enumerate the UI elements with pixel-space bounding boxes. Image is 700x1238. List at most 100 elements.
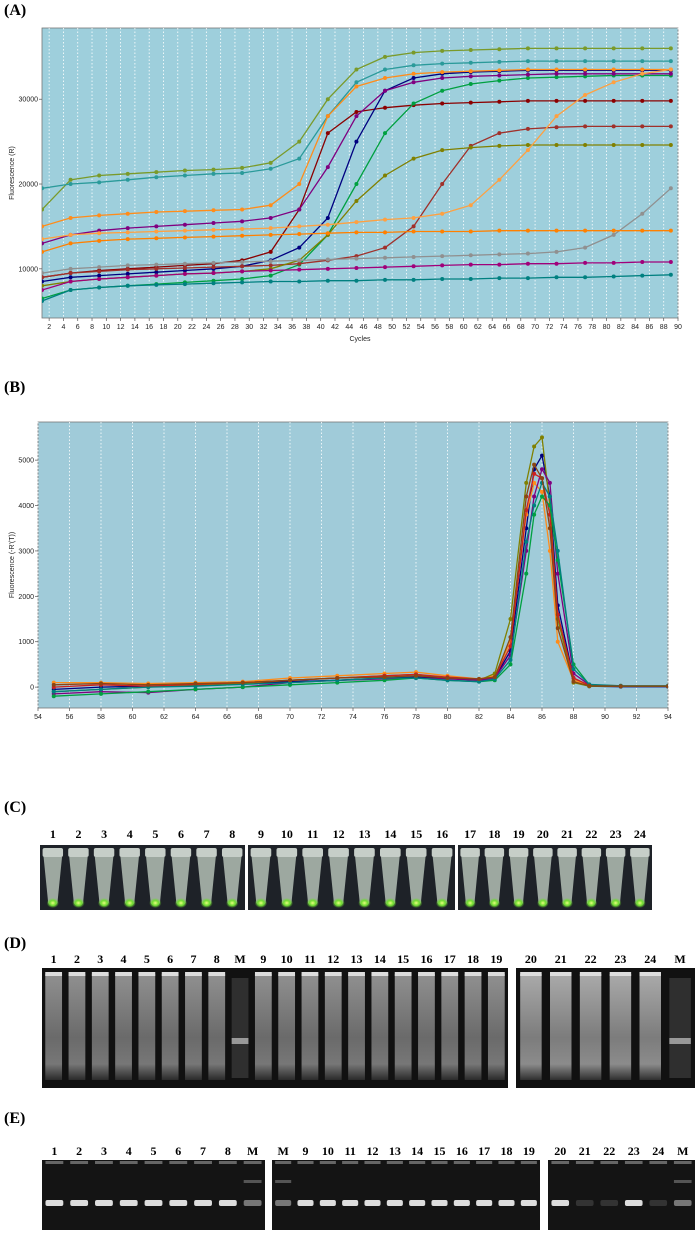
data-point [440, 48, 445, 53]
data-point [508, 635, 513, 640]
gel-well [169, 1161, 188, 1164]
data-point [42, 275, 44, 280]
photo [42, 968, 508, 1088]
gel-band [243, 1200, 262, 1206]
data-point [525, 98, 530, 103]
data-point [325, 278, 330, 283]
gel-well [487, 972, 505, 976]
y-tick-label: 4000 [18, 503, 34, 510]
lane-label: 9 [260, 952, 266, 966]
x-tick-label: 86 [646, 324, 654, 331]
x-tick-label: 18 [160, 324, 168, 331]
fluorescence [561, 898, 573, 908]
tube-cap [533, 848, 553, 857]
x-tick-label: 76 [574, 324, 582, 331]
data-point [97, 276, 102, 281]
data-point [268, 249, 273, 254]
gel-lane [639, 974, 661, 1080]
gel-lane [324, 974, 342, 1080]
data-point [354, 198, 359, 203]
data-point [440, 211, 445, 216]
lane-label: 12 [367, 1144, 379, 1158]
data-point [440, 101, 445, 106]
data-point [325, 97, 330, 102]
gel-well [194, 1161, 212, 1164]
lane-label: 6 [175, 1144, 181, 1158]
data-point [182, 222, 187, 227]
gel-band [364, 1200, 381, 1206]
data-point [97, 180, 102, 185]
data-point [440, 182, 445, 187]
tube-cap [276, 848, 298, 857]
data-point [383, 217, 388, 222]
gel-well [394, 972, 412, 976]
data-point [125, 226, 130, 231]
data-point [468, 81, 473, 86]
lane-label: 10 [281, 952, 293, 966]
tube [380, 857, 400, 906]
data-point [297, 261, 302, 266]
lane-label: 3 [101, 1144, 107, 1158]
gel-well [45, 1161, 64, 1164]
data-point [611, 260, 616, 265]
lane-label: 9 [258, 827, 264, 841]
data-point [42, 288, 44, 293]
gel-band [243, 1180, 262, 1183]
data-point [554, 75, 559, 80]
data-point [540, 494, 544, 499]
fluorescence [384, 898, 397, 908]
data-point [497, 262, 502, 267]
data-point [297, 139, 302, 144]
data-point [154, 270, 159, 275]
data-point [268, 268, 273, 273]
data-point [611, 46, 616, 51]
data-point [68, 279, 73, 284]
lane-label: M [278, 1144, 289, 1158]
tube [120, 857, 139, 906]
lane-label: 13 [351, 952, 363, 966]
gel-lane [464, 974, 482, 1080]
lane-label: 10 [322, 1144, 334, 1158]
x-tick-label: 16 [145, 324, 153, 331]
tube-cap [250, 848, 272, 857]
data-point [508, 657, 513, 662]
x-tick-label: 80 [603, 324, 611, 331]
gel-band [673, 1180, 692, 1183]
data-point [211, 265, 216, 270]
data-point [182, 168, 187, 173]
tube [329, 857, 348, 906]
gel-band [476, 1200, 493, 1206]
gel-band [95, 1200, 113, 1206]
data-point [68, 288, 73, 293]
data-point [554, 46, 559, 51]
data-point [468, 276, 473, 281]
data-point [354, 139, 359, 144]
data-point [411, 101, 416, 106]
data-point [508, 617, 513, 622]
data-point [411, 224, 416, 229]
tube [432, 857, 452, 906]
x-tick-label: 66 [223, 714, 231, 721]
x-tick-label: 30 [245, 324, 253, 331]
tube [222, 857, 242, 906]
data-point [125, 275, 130, 280]
data-point [583, 143, 588, 148]
data-point [611, 98, 616, 103]
data-point [42, 283, 44, 288]
data-point [297, 245, 302, 250]
data-point [240, 680, 245, 685]
fluorescence [72, 898, 85, 908]
lane-label: 20 [525, 952, 537, 966]
x-tick-label: 80 [444, 714, 452, 721]
x-tick-label: 84 [507, 714, 515, 721]
data-point [668, 272, 673, 277]
lane-label: 22 [603, 1144, 615, 1158]
gel-lane [138, 974, 156, 1080]
gel-well [453, 1161, 470, 1164]
gel-lane [550, 974, 572, 1080]
data-point [540, 467, 544, 472]
gel-band [673, 1200, 692, 1206]
data-point [240, 171, 245, 175]
data-point [497, 276, 502, 281]
